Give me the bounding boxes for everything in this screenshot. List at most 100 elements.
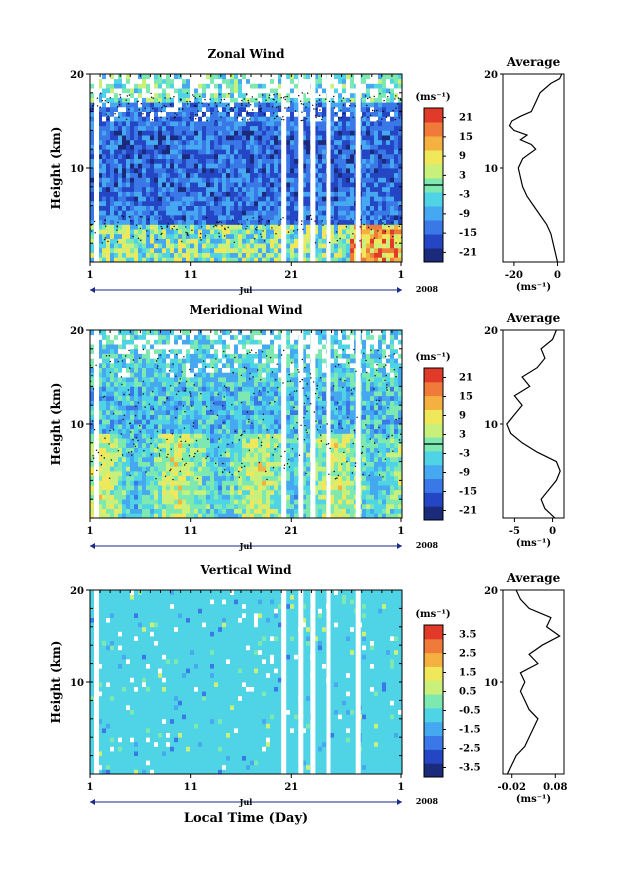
contour-dot <box>271 106 274 108</box>
heatmap-cell <box>146 135 151 141</box>
heatmap-cell <box>314 74 319 80</box>
heatmap-cell <box>170 102 175 108</box>
heatmap-cell <box>254 252 259 258</box>
heatmap-cell <box>286 125 291 131</box>
heatmap-cell <box>90 229 95 235</box>
contour-dot <box>107 115 109 117</box>
heatmap-cell <box>118 210 123 216</box>
heatmap-cell <box>114 144 119 150</box>
heatmap-cell <box>98 186 103 192</box>
contour-dot <box>198 102 200 104</box>
heatmap-cell <box>158 480 163 486</box>
heatmap-cell <box>226 489 231 495</box>
heatmap-cell <box>206 78 211 84</box>
contour-dot <box>161 106 163 109</box>
heatmap-cell <box>222 344 227 350</box>
heatmap-cell <box>194 466 199 472</box>
heatmap-cell <box>130 494 135 500</box>
heatmap-cell <box>346 210 351 216</box>
heatmap-cell <box>374 182 379 188</box>
heatmap-cell <box>398 163 403 169</box>
heatmap-cell <box>306 219 311 225</box>
heatmap-cell <box>194 442 199 448</box>
heatmap-cell <box>230 200 235 206</box>
contour-dot <box>379 93 381 95</box>
heatmap-cell <box>98 395 103 401</box>
heatmap-cell <box>110 210 115 216</box>
heatmap-cell <box>206 485 211 491</box>
heatmap-cell <box>238 219 243 225</box>
heatmap-cell <box>222 438 227 444</box>
heatmap-cell <box>166 210 171 216</box>
heatmap-cell <box>186 125 191 131</box>
heatmap-cell <box>138 252 143 258</box>
heatmap-cell <box>114 238 119 244</box>
heatmap-cell <box>178 419 183 425</box>
heatmap-cell <box>270 210 275 216</box>
heatmap-cell <box>226 149 231 155</box>
heatmap-cell <box>118 414 123 420</box>
heatmap-cell <box>314 257 319 263</box>
contour-dot <box>275 115 278 118</box>
contour-dot <box>107 101 110 104</box>
heatmap-cell <box>338 186 343 192</box>
heatmap-cell <box>286 196 291 202</box>
heatmap-cell <box>186 200 191 206</box>
heatmap-cell <box>114 419 119 425</box>
heatmap-cell <box>230 257 235 263</box>
heatmap-cell <box>134 372 139 378</box>
heatmap-cell <box>274 130 279 136</box>
heatmap-cell <box>206 257 211 263</box>
heatmap-cell <box>166 191 171 197</box>
heatmap-cell <box>110 153 115 159</box>
contour-dot <box>399 98 401 100</box>
heatmap-cell <box>118 377 123 383</box>
contour-dot <box>170 218 172 220</box>
heatmap-cell <box>258 210 263 216</box>
heatmap-cell <box>234 158 239 164</box>
heatmap-cell <box>214 414 219 420</box>
heatmap-cell <box>218 88 223 94</box>
heatmap-cell <box>266 158 271 164</box>
heatmap-cell <box>338 130 343 136</box>
heatmap-cell <box>226 480 231 486</box>
heatmap-cell <box>242 121 247 127</box>
heatmap-cell <box>118 456 123 462</box>
heatmap-cell <box>382 238 387 244</box>
heatmap-cell <box>206 153 211 159</box>
heatmap-cell <box>114 489 119 495</box>
heatmap-cell <box>190 229 195 235</box>
contour-dot <box>395 107 397 109</box>
heatmap-cell <box>334 125 339 131</box>
heatmap-cell <box>362 106 367 112</box>
heatmap-cell <box>286 172 291 178</box>
heatmap-cell <box>146 83 151 89</box>
heatmap-cell <box>286 224 291 230</box>
heatmap-cell <box>114 442 119 448</box>
heatmap-cell <box>170 92 175 98</box>
heatmap-cell <box>202 456 207 462</box>
heatmap-cell <box>314 196 319 202</box>
heatmap-cell <box>126 125 131 131</box>
heatmap-cell <box>178 153 183 159</box>
heatmap-cell <box>210 247 215 253</box>
heatmap-cell <box>166 257 171 263</box>
heatmap-cell <box>126 400 131 406</box>
heatmap-cell <box>302 149 307 155</box>
heatmap-cell <box>114 377 119 383</box>
heatmap-cell <box>134 367 139 373</box>
heatmap-cell <box>202 466 207 472</box>
heatmap-cell <box>374 144 379 150</box>
heatmap-cell <box>322 78 327 84</box>
colorbar-label: 9 <box>459 151 466 162</box>
heatmap-cell <box>138 102 143 108</box>
heatmap-cell <box>390 102 395 108</box>
heatmap-cell <box>170 339 175 345</box>
heatmap-cell <box>178 229 183 235</box>
heatmap-cell <box>190 400 195 406</box>
heatmap-cell <box>218 428 223 434</box>
heatmap-cell <box>370 229 375 235</box>
heatmap-cell <box>154 200 159 206</box>
heatmap-cell <box>226 243 231 249</box>
heatmap-cell <box>110 238 115 244</box>
